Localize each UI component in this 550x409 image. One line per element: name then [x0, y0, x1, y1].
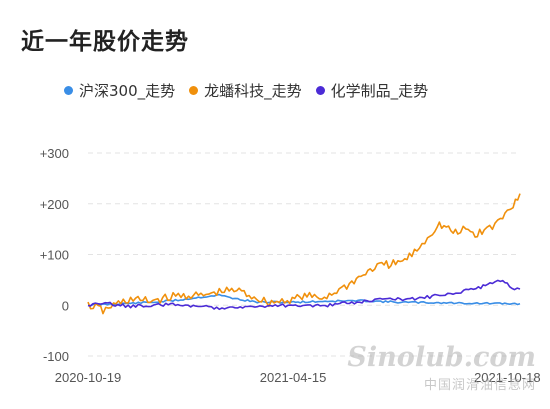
legend-item-hs300[interactable]: 沪深300_走势	[64, 80, 175, 101]
legend-label-hs300: 沪深300_走势	[79, 82, 176, 100]
watermark-subtitle: 中国润滑油信息网	[423, 378, 536, 393]
legend-label-longpan: 龙蟠科技_走势	[204, 82, 302, 100]
legend-item-longpan[interactable]: 龙蟠科技_走势	[189, 80, 302, 101]
chart-legend: 沪深300_走势 龙蟠科技_走势 化学制品_走势	[64, 80, 428, 101]
legend-dot-longpan	[189, 86, 199, 95]
y-tick-label: 0	[62, 298, 69, 313]
y-tick-label: +300	[40, 146, 69, 161]
legend-label-chemical: 化学制品_走势	[330, 82, 429, 100]
y-tick-label: +100	[40, 248, 69, 263]
series-line-1	[87, 193, 521, 315]
watermark-logo: Sinolub.com	[347, 342, 536, 373]
legend-item-chemical[interactable]: 化学制品_走势	[315, 80, 429, 101]
y-tick-label: -100	[43, 349, 69, 364]
x-tick-label: 2021-04-15	[260, 370, 327, 385]
series-line-2	[87, 279, 521, 311]
x-tick-label: 2020-10-19	[55, 370, 122, 385]
chart-title: 近一年股价走势	[21, 29, 189, 55]
x-tick-label: 2021-10-18	[474, 370, 541, 385]
legend-dot-hs300	[64, 86, 73, 95]
legend-dot-chemical	[315, 86, 325, 95]
watermark: Sinolub.com 中国润滑油信息网	[347, 344, 536, 393]
y-tick-label: +200	[40, 197, 69, 212]
